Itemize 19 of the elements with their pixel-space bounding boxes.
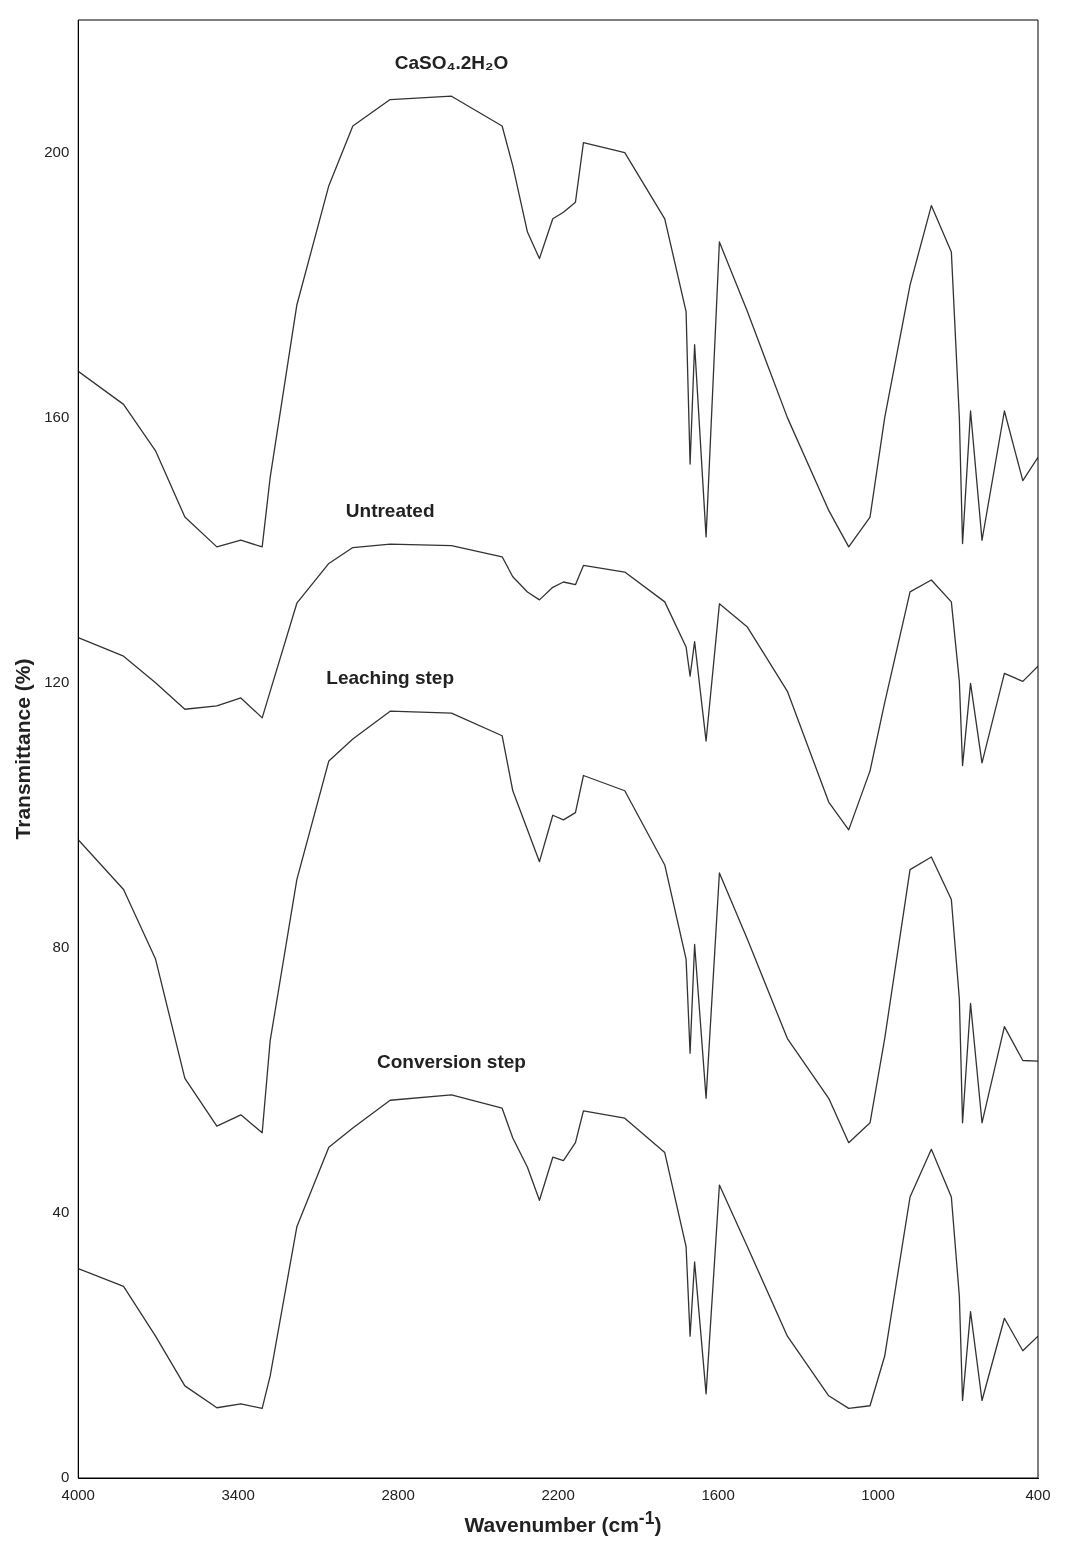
x-tick-label: 400 — [1025, 1486, 1051, 1504]
x-tick-label: 2200 — [541, 1486, 575, 1504]
series-label: Leaching step — [326, 667, 455, 689]
series-label: Conversion step — [377, 1051, 526, 1073]
x-tick-label: 2800 — [381, 1486, 415, 1504]
y-tick-label: 120 — [44, 672, 70, 690]
x-tick-label: 4000 — [61, 1486, 95, 1504]
y-axis-title: Transmittance (%) — [11, 658, 35, 840]
y-tick-label: 40 — [52, 1203, 70, 1221]
x-axis-title: Wavenumber (cm$^{-1}$) — [463, 1508, 663, 1537]
y-tick-label: 160 — [44, 407, 70, 425]
y-tick-label: 80 — [52, 937, 70, 955]
series-label: CaSO₄.2H₂O — [394, 52, 509, 74]
x-tick-label: 1600 — [701, 1486, 735, 1504]
x-tick-label: 3400 — [221, 1486, 255, 1504]
series-label: Untreated — [345, 500, 435, 522]
y-tick-label: 200 — [44, 142, 70, 160]
x-tick-label: 1000 — [861, 1486, 895, 1504]
y-tick-label: 0 — [60, 1468, 70, 1486]
